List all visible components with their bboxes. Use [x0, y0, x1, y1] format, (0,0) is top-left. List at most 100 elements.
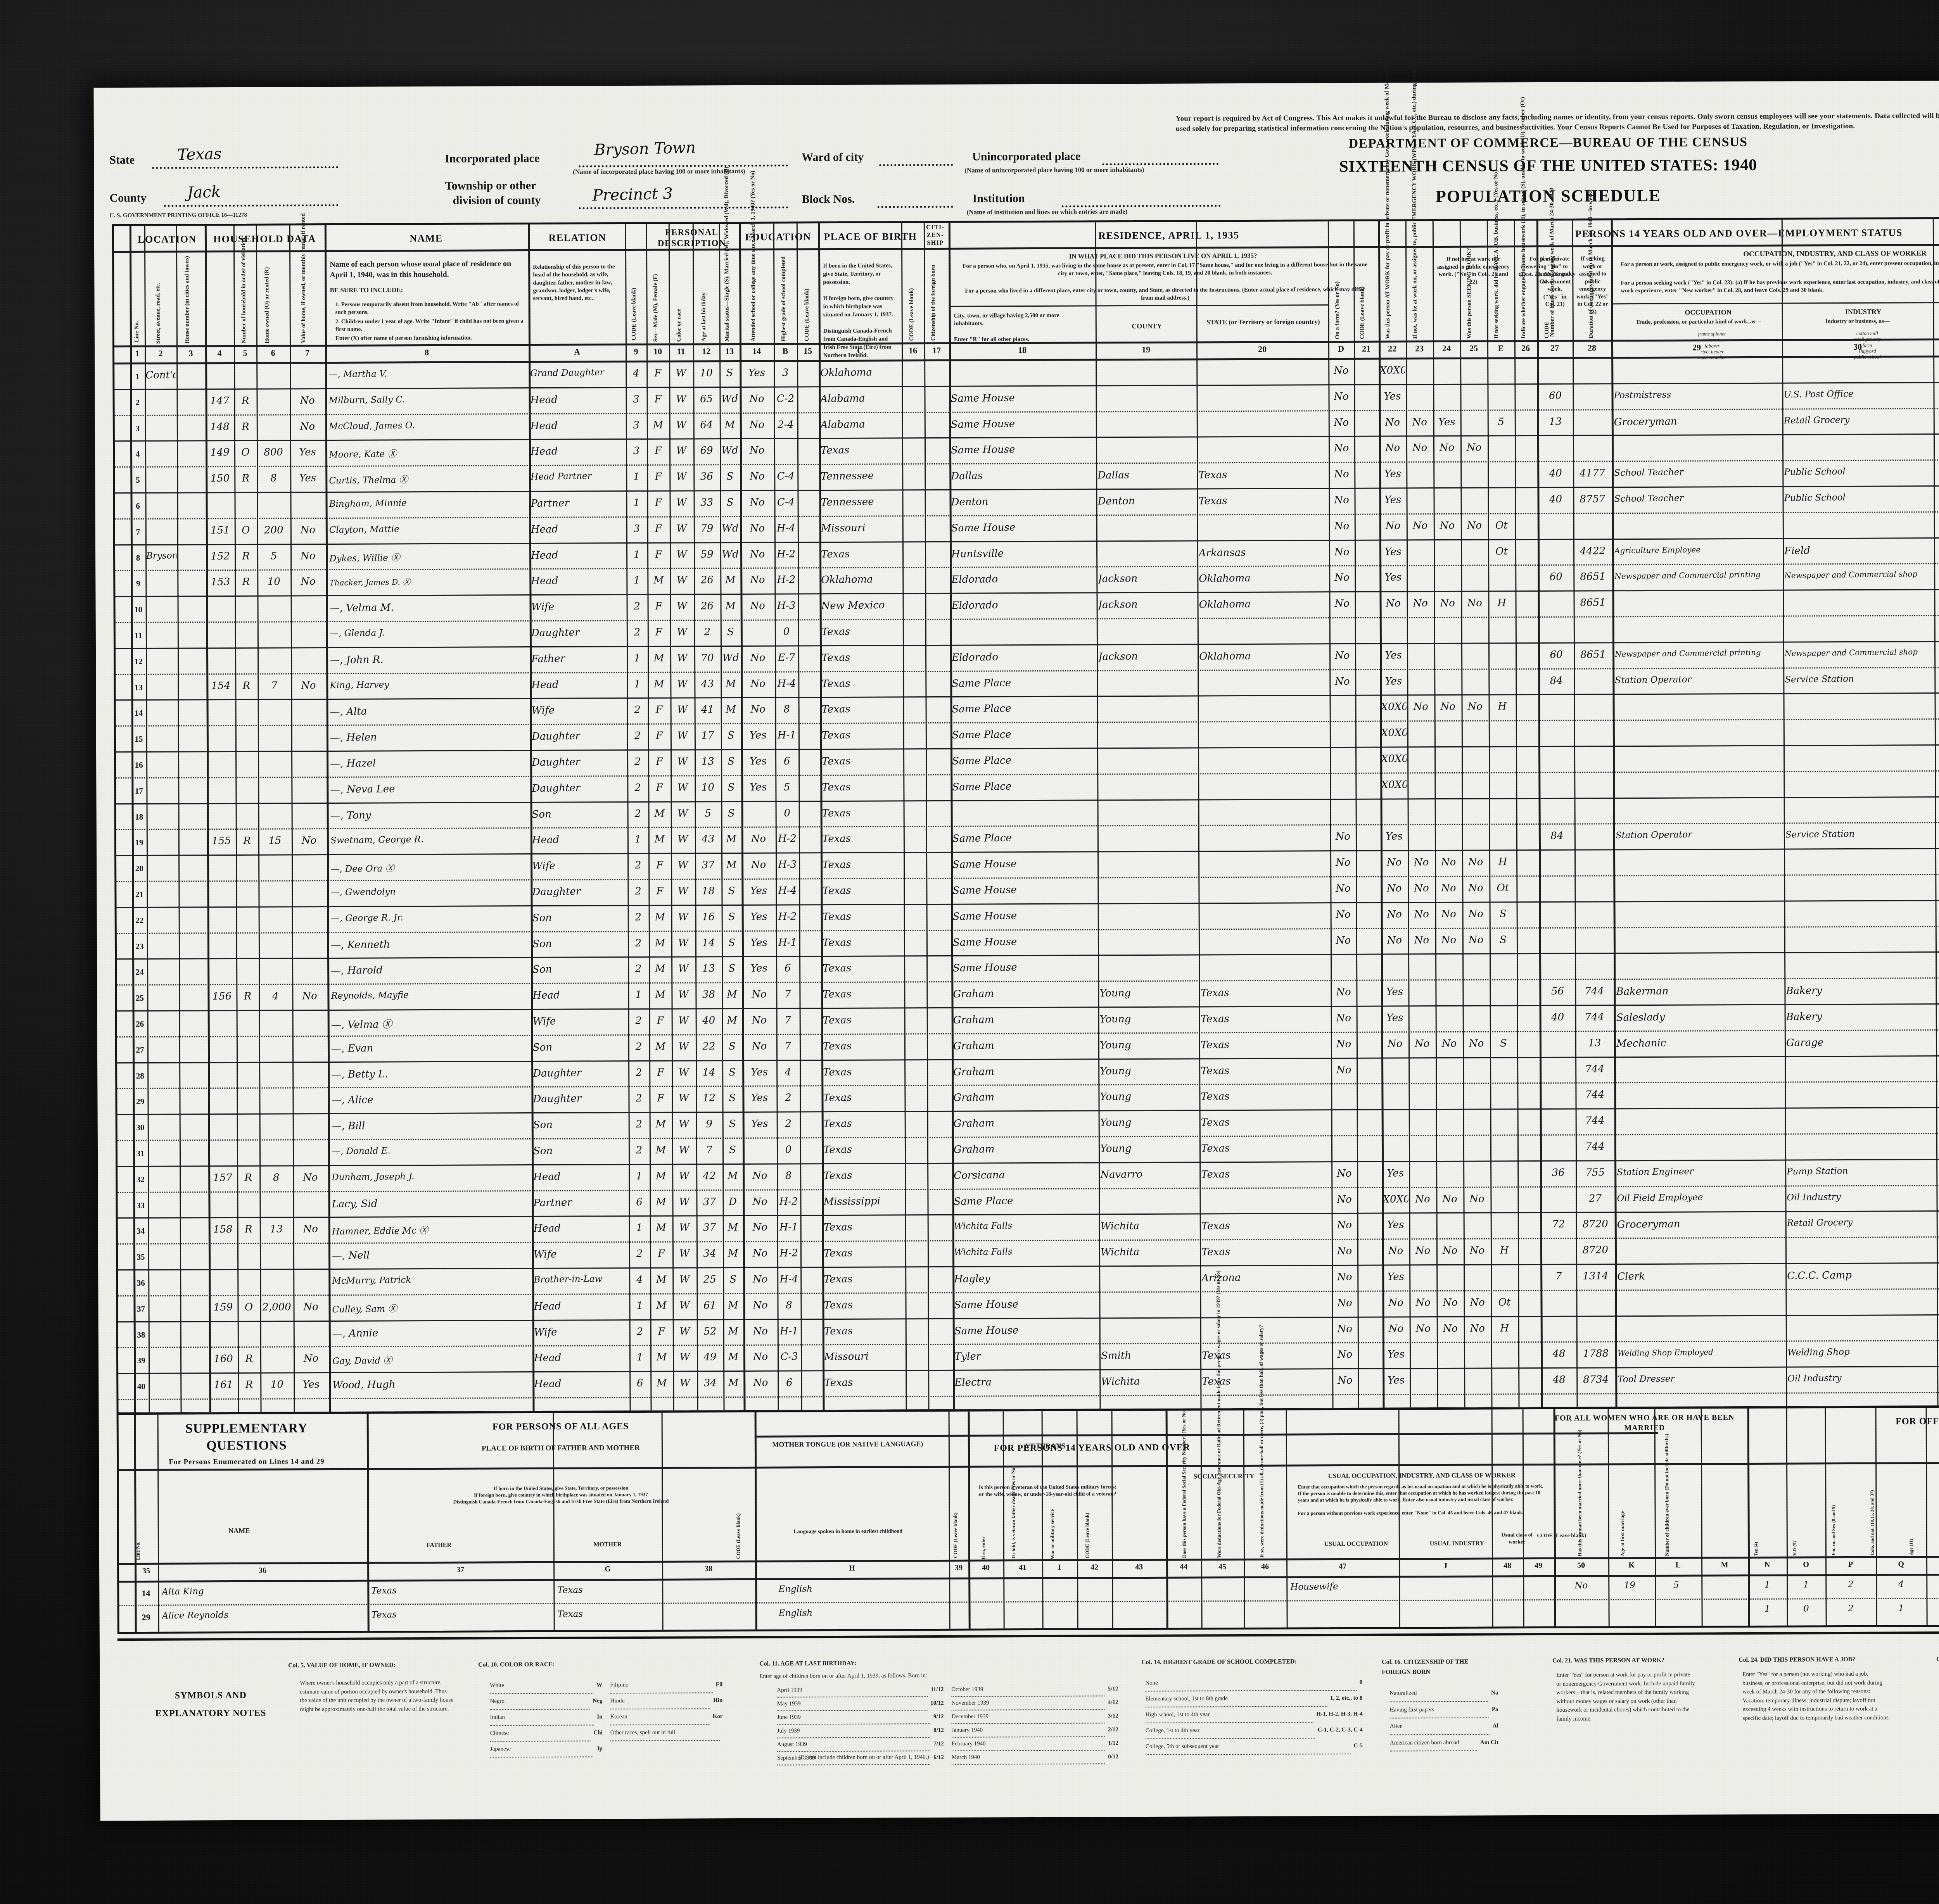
cell-ind[interactable]: Retail Grocery	[1783, 414, 1850, 426]
cell-r20[interactable]: No	[1337, 1271, 1352, 1283]
cell-sch[interactable]: No	[751, 833, 766, 845]
cell-sex[interactable]: M	[653, 652, 664, 664]
cell-name[interactable]: Dykes, Willie Ⓧ	[329, 552, 400, 564]
cell-r17[interactable]: Same Place	[952, 728, 1011, 741]
cell-mar[interactable]: M	[726, 704, 736, 716]
cell-sex[interactable]: F	[655, 730, 663, 742]
state-value[interactable]: Texas	[177, 145, 222, 164]
cell-gr[interactable]: H-4	[779, 1273, 798, 1285]
cell-color[interactable]: W	[678, 963, 689, 975]
cell-farm[interactable]: No	[303, 1353, 319, 1365]
cell-gr[interactable]: 8	[786, 1299, 792, 1311]
cell-dur[interactable]: 8651	[1580, 571, 1606, 583]
cell-hrs[interactable]: 56	[1551, 985, 1564, 998]
cell-relation[interactable]: Head	[532, 834, 560, 846]
cell-c22[interactable]: No	[1414, 882, 1429, 894]
cell-r17[interactable]: Tyler	[954, 1350, 981, 1363]
cell-a[interactable]: 2	[634, 601, 641, 613]
cell-farm[interactable]: Yes	[302, 1379, 320, 1391]
cell-val[interactable]: 5	[270, 550, 277, 562]
cell-hh[interactable]: 159	[213, 1301, 233, 1314]
cell-relation[interactable]: Head	[534, 1352, 562, 1364]
cell-sch[interactable]: No	[750, 496, 765, 509]
cell-mar[interactable]: S	[728, 1040, 736, 1052]
cell-r17[interactable]: Same Place	[952, 780, 1012, 793]
cell-relation[interactable]: Daughter	[533, 1093, 582, 1105]
cell-mar[interactable]: M	[728, 1248, 738, 1260]
cell-c25[interactable]: H	[1500, 1322, 1509, 1334]
cell-dur[interactable]: 8757	[1580, 493, 1605, 505]
cell-r17[interactable]: Same House	[950, 418, 1015, 431]
cell-sch[interactable]: No	[752, 988, 767, 1001]
cell-name[interactable]: Hamner, Eddie Mc Ⓧ	[332, 1226, 429, 1237]
cell-r17[interactable]: Graham	[953, 1091, 995, 1104]
cell-r18[interactable]: Smith	[1101, 1350, 1132, 1362]
cell-a[interactable]: 2	[634, 730, 641, 742]
cell-c24[interactable]: No	[1469, 1193, 1484, 1205]
cell-mar[interactable]: S	[728, 781, 735, 793]
cell-mar[interactable]: S	[727, 730, 734, 742]
cell-ind[interactable]: Oil Industry	[1787, 1192, 1841, 1203]
cell-r19[interactable]: Texas	[1201, 1142, 1230, 1155]
cell-sex[interactable]: F	[655, 756, 663, 768]
cell-or[interactable]: O	[244, 1301, 253, 1313]
cell-r20[interactable]: No	[1336, 1038, 1351, 1050]
cell-sch[interactable]: Yes	[749, 729, 767, 742]
cell-c21[interactable]: Yes	[1388, 1374, 1405, 1386]
cell-r19[interactable]: Texas	[1201, 1117, 1230, 1129]
supplementary-cell-father[interactable]: Texas	[371, 1585, 397, 1596]
cell-color[interactable]: W	[678, 1066, 689, 1079]
cell-r19[interactable]: Texas	[1201, 1168, 1230, 1181]
cell-r17[interactable]: Electra	[954, 1376, 992, 1389]
cell-hh[interactable]: 160	[214, 1353, 233, 1365]
cell-name[interactable]: —, Alice	[331, 1094, 373, 1106]
cell-sex[interactable]: F	[655, 549, 662, 561]
cell-c22[interactable]: No	[1415, 1193, 1430, 1205]
cell-sch[interactable]: Yes	[751, 1066, 768, 1078]
cell-a[interactable]: 2	[634, 704, 641, 716]
cell-dur[interactable]: 744	[1585, 1063, 1605, 1075]
cell-ind[interactable]: Public School	[1784, 466, 1846, 478]
cell-age[interactable]: 79	[700, 522, 714, 535]
cell-color[interactable]: W	[677, 833, 688, 846]
cell-r20[interactable]: No	[1337, 1245, 1352, 1257]
cell-color[interactable]: W	[679, 1144, 690, 1156]
cell-color[interactable]: W	[679, 1222, 690, 1234]
cell-age[interactable]: 17	[701, 730, 714, 742]
supplementary-cell-w48[interactable]: No	[1574, 1580, 1588, 1591]
cell-mar[interactable]: S	[729, 1273, 737, 1286]
cell-age[interactable]: 37	[703, 1196, 716, 1208]
cell-relation[interactable]: Son	[532, 938, 552, 950]
cell-r19[interactable]: Texas	[1198, 469, 1227, 482]
cell-a[interactable]: 2	[634, 885, 641, 898]
cell-gr[interactable]: H-4	[778, 885, 797, 897]
cell-pob[interactable]: Missouri	[821, 522, 866, 534]
cell-a[interactable]: 2	[635, 937, 642, 949]
cell-age[interactable]: 26	[700, 600, 714, 612]
cell-pob[interactable]: Texas	[822, 781, 851, 793]
cell-pob[interactable]: Texas	[824, 1325, 853, 1337]
cell-r18[interactable]: Jackson	[1098, 573, 1138, 585]
cell-a[interactable]: 2	[636, 1248, 643, 1260]
cell-r17[interactable]: Graham	[953, 1065, 995, 1078]
cell-color[interactable]: W	[677, 600, 688, 612]
cell-r20[interactable]: No	[1334, 442, 1349, 454]
cell-c23[interactable]: No	[1440, 520, 1455, 532]
supplementary-cell-name[interactable]: Alice Reynolds	[162, 1610, 229, 1621]
cell-sex[interactable]: M	[653, 678, 664, 690]
cell-c22[interactable]: No	[1415, 1322, 1431, 1335]
cell-relation[interactable]: Son	[532, 1041, 553, 1053]
cell-pob[interactable]: Texas	[823, 1118, 852, 1130]
cell-name[interactable]: McCloud, James O.	[328, 420, 415, 432]
cell-age[interactable]: 37	[702, 859, 715, 871]
cell-val[interactable]: 10	[270, 1379, 284, 1391]
cell-age[interactable]: 2	[704, 626, 711, 638]
cell-pob[interactable]: Texas	[822, 859, 851, 871]
cell-r18[interactable]: Young	[1100, 1117, 1132, 1129]
cell-occ[interactable]: Groceryman	[1617, 1218, 1680, 1231]
cell-gr[interactable]: 2	[785, 1118, 792, 1130]
cell-a[interactable]: 1	[633, 549, 640, 561]
cell-color[interactable]: W	[676, 574, 687, 587]
cell-sch[interactable]: No	[750, 548, 765, 560]
cell-age[interactable]: 36	[700, 471, 714, 483]
